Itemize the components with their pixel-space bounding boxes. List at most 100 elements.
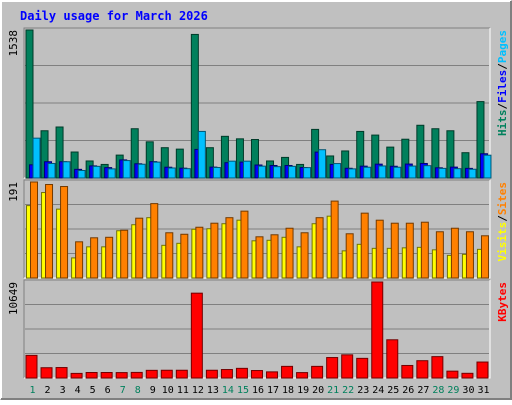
bottom-bar-kbytes-day-7: [115, 372, 128, 379]
middle-legend-item: Sites: [496, 182, 509, 215]
top-bar-pages-day-28: [438, 167, 447, 179]
bottom-bar-kbytes-day-12: [190, 292, 203, 379]
x-tick-label: 21: [327, 385, 339, 396]
x-tick-label: 7: [120, 385, 126, 396]
bottom-ymax-label: 10649: [7, 282, 20, 315]
top-bar-pages-day-14: [227, 160, 236, 179]
x-tick-label: 19: [297, 385, 309, 396]
top-bar-pages-day-21: [333, 163, 342, 179]
top-bar-pages-day-22: [348, 168, 357, 179]
middle-bar-sites-day-17: [270, 234, 279, 279]
x-tick-label: 15: [237, 385, 249, 396]
top-bar-pages-day-2: [47, 162, 56, 179]
bottom-bar-kbytes-day-10: [160, 369, 173, 379]
bottom-bar-kbytes-day-3: [55, 367, 68, 379]
bottom-legend-item: KBytes: [496, 282, 509, 322]
chart-title: Daily usage for March 2026: [20, 9, 208, 23]
x-tick-label: 10: [162, 385, 174, 396]
middle-legend: Visits/Sites: [496, 182, 509, 262]
middle-bar-sites-day-18: [285, 227, 294, 279]
bottom-bar-kbytes-day-21: [326, 357, 339, 379]
top-bar-pages-day-12: [197, 130, 206, 179]
middle-bar-sites-day-14: [225, 217, 234, 279]
middle-bar-sites-day-15: [240, 210, 249, 279]
x-tick-label: 24: [372, 385, 384, 396]
middle-legend-item: /: [496, 215, 509, 222]
x-tick-label: 14: [222, 385, 234, 396]
x-tick-label: 6: [105, 385, 111, 396]
middle-bar-sites-day-31: [480, 235, 489, 279]
middle-bar-sites-day-13: [210, 222, 219, 279]
top-bar-pages-day-6: [107, 168, 116, 179]
middle-bar-sites-day-2: [45, 184, 54, 279]
middle-bar-sites-day-11: [180, 233, 189, 279]
bottom-bar-kbytes-day-4: [70, 372, 83, 379]
x-tick-label: 23: [357, 385, 369, 396]
x-tick-label: 22: [342, 385, 354, 396]
bottom-bar-kbytes-day-2: [40, 367, 53, 379]
middle-bar-sites-day-16: [255, 236, 264, 279]
middle-legend-item: Visits: [496, 222, 509, 262]
bottom-bar-kbytes-day-1: [25, 354, 38, 379]
middle-bar-sites-day-10: [165, 232, 174, 279]
bottom-bar-kbytes-day-24: [371, 281, 384, 379]
middle-bar-sites-day-7: [120, 229, 129, 279]
bottom-bar-kbytes-day-13: [205, 369, 218, 379]
middle-bar-sites-day-1: [30, 181, 38, 279]
middle-bar-sites-day-3: [60, 186, 69, 279]
bottom-bar-kbytes-day-26: [401, 364, 414, 379]
bottom-bar-kbytes-day-14: [220, 369, 233, 379]
middle-bar-sites-day-9: [150, 203, 159, 279]
bottom-bar-kbytes-day-25: [386, 339, 399, 379]
top-bar-pages-day-3: [62, 161, 71, 179]
top-bar-pages-day-5: [92, 165, 101, 179]
top-bar-pages-day-19: [303, 167, 312, 179]
top-bar-pages-day-10: [167, 167, 176, 179]
top-bar-hits-day-1: [25, 29, 34, 179]
bottom-legend: KBytes: [496, 282, 509, 322]
x-tick-label: 31: [477, 385, 489, 396]
bottom-bar-kbytes-day-6: [100, 372, 113, 379]
top-bar-pages-day-30: [468, 168, 477, 179]
top-legend-item: Files: [496, 70, 509, 103]
bottom-bar-kbytes-day-5: [85, 372, 98, 379]
middle-bar-sites-day-8: [135, 217, 144, 279]
bottom-bar-kbytes-day-20: [311, 365, 324, 379]
top-legend-item: Pages: [496, 30, 509, 63]
x-tick-label: 27: [417, 385, 429, 396]
bottom-bar-kbytes-day-28: [431, 356, 444, 379]
top-bar-pages-day-16: [257, 165, 266, 179]
bottom-bar-kbytes-day-17: [266, 371, 279, 379]
x-tick-label: 13: [207, 385, 219, 396]
top-bar-pages-day-9: [152, 161, 161, 179]
bottom-bar-kbytes-day-11: [175, 369, 188, 379]
middle-bar-sites-day-24: [375, 219, 384, 279]
middle-bar-sites-day-19: [300, 232, 309, 279]
x-tick-label: 25: [387, 385, 399, 396]
x-tick-label: 1: [30, 385, 36, 396]
bottom-bar-kbytes-day-15: [235, 367, 248, 379]
x-tick-label: 17: [267, 385, 279, 396]
x-tick-label: 11: [177, 385, 189, 396]
x-tick-label: 2: [45, 385, 51, 396]
top-bar-pages-day-31: [483, 154, 492, 179]
bottom-bar-kbytes-day-29: [446, 370, 459, 379]
top-bar-pages-day-29: [453, 168, 462, 179]
bottom-bar-kbytes-day-16: [250, 370, 263, 379]
top-bar-pages-day-13: [212, 167, 221, 179]
top-bar-pages-day-24: [378, 165, 387, 179]
x-tick-label: 20: [312, 385, 324, 396]
x-tick-label: 30: [462, 385, 474, 396]
middle-bar-sites-day-21: [330, 200, 339, 279]
top-bar-pages-day-1: [32, 137, 41, 179]
x-tick-label: 12: [192, 385, 204, 396]
top-legend-item: Hits: [496, 110, 509, 137]
middle-bar-sites-day-30: [465, 231, 474, 279]
bottom-bar-kbytes-day-9: [145, 369, 158, 379]
x-tick-label: 9: [150, 385, 156, 396]
top-bar-pages-day-17: [273, 166, 282, 179]
top-bar-pages-day-18: [288, 165, 297, 179]
